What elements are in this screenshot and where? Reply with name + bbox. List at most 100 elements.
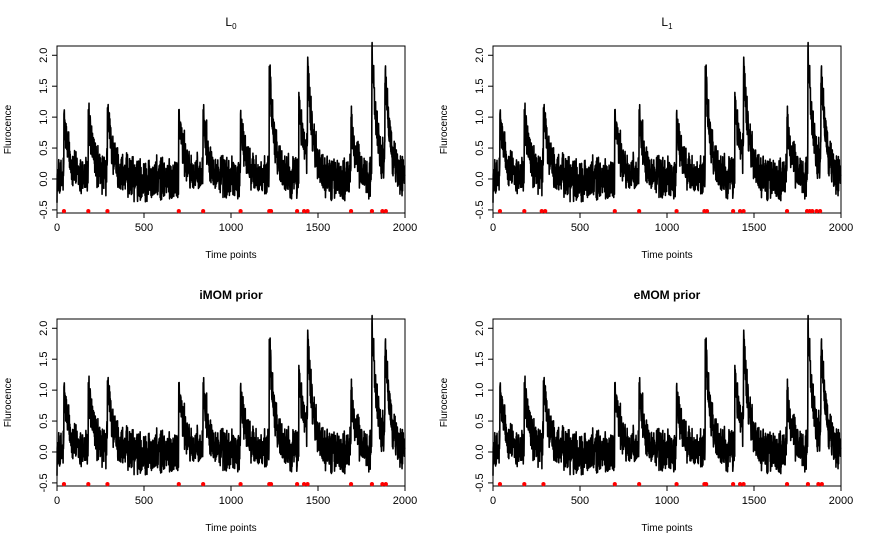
event-point	[741, 209, 746, 214]
chart-title: L0	[225, 15, 237, 31]
series-line-flurocence	[56, 41, 406, 203]
y-tick-label: 1.5	[474, 79, 486, 94]
event-point	[612, 482, 617, 487]
event-point	[674, 209, 679, 214]
event-point	[305, 209, 310, 214]
event-point	[816, 482, 821, 487]
x-axis-label: Time points	[641, 250, 692, 261]
y-tick-label: 1.0	[474, 109, 486, 124]
event-point	[543, 209, 548, 214]
event-point	[268, 209, 274, 214]
event-point	[369, 482, 375, 487]
y-axis-label: Flurocence	[3, 104, 14, 154]
y-tick-label: 0.0	[38, 444, 50, 459]
event-point	[268, 482, 274, 487]
y-tick-label: 0.0	[474, 171, 486, 186]
y-tick-label: 0.0	[474, 444, 486, 459]
x-tick-label: 1500	[742, 495, 766, 507]
y-axis-label: Flurocence	[3, 377, 14, 427]
event-point	[201, 482, 206, 487]
event-point	[61, 209, 67, 214]
y-tick-label: 0.5	[474, 140, 486, 155]
event-point	[380, 209, 385, 214]
event-point	[497, 482, 503, 487]
event-point	[637, 482, 642, 487]
event-point	[176, 482, 181, 487]
x-tick-label: 1500	[306, 495, 330, 507]
event-point	[819, 482, 824, 487]
event-point	[731, 209, 736, 214]
x-axis-label: Time points	[205, 250, 256, 261]
x-tick-label: 1000	[655, 222, 679, 234]
event-point	[105, 209, 110, 214]
x-tick-label: 0	[490, 495, 496, 507]
y-tick-label: -0.5	[38, 473, 50, 492]
event-point	[383, 482, 388, 487]
event-point	[522, 209, 527, 214]
x-tick-label: 0	[54, 495, 60, 507]
event-point	[497, 209, 503, 214]
chart-title: eMOM prior	[634, 288, 701, 302]
series-line-flurocence	[492, 314, 842, 476]
event-point	[380, 482, 385, 487]
event-point	[86, 482, 91, 487]
chart-panel-4: 0 500 1000 1500 2000 -0.5 0.0 0.5 1.0 1.5 2.0 Time …	[439, 288, 853, 534]
event-point	[612, 209, 617, 214]
event-point	[541, 482, 546, 487]
event-point	[301, 209, 307, 214]
y-tick-label: -0.5	[38, 200, 50, 219]
event-point	[295, 482, 300, 487]
x-tick-label: 1000	[219, 495, 243, 507]
y-tick-label: 0.5	[474, 413, 486, 428]
event-point	[348, 209, 354, 214]
y-tick-label: 0.0	[38, 171, 50, 186]
event-point	[704, 209, 710, 214]
event-point	[737, 482, 743, 487]
event-point	[86, 209, 91, 214]
x-tick-label: 500	[571, 222, 589, 234]
y-tick-label: 2.0	[474, 321, 486, 336]
series-line-flurocence	[56, 314, 406, 476]
y-tick-label: 2.0	[38, 321, 50, 336]
y-tick-label: 1.0	[38, 382, 50, 397]
y-axis-label: Flurocence	[439, 377, 450, 427]
y-tick-label: -0.5	[474, 473, 486, 492]
y-tick-label: 2.0	[38, 48, 50, 63]
y-tick-label: 1.5	[38, 79, 50, 94]
event-point	[731, 482, 736, 487]
event-point	[674, 482, 679, 487]
event-point	[238, 482, 243, 487]
event-point	[539, 209, 544, 214]
event-point	[295, 209, 300, 214]
x-tick-label: 1000	[219, 222, 243, 234]
x-tick-label: 500	[135, 495, 153, 507]
series-line-flurocence	[492, 41, 842, 203]
x-tick-label: 2000	[393, 222, 417, 234]
x-tick-label: 0	[54, 222, 60, 234]
x-axis-label: Time points	[641, 523, 692, 534]
chart-panel-2: 0 500 1000 1500 2000 -0.5 0.0 0.5 1.0 1.5 2.0 Time …	[439, 15, 853, 261]
event-point	[105, 482, 110, 487]
event-point	[348, 482, 354, 487]
y-tick-label: 1.5	[38, 352, 50, 367]
y-tick-label: 0.5	[38, 140, 50, 155]
y-tick-label: -0.5	[474, 200, 486, 219]
x-tick-label: 1500	[742, 222, 766, 234]
event-point	[305, 482, 310, 487]
chart-panel-3: 0 500 1000 1500 2000 -0.5 0.0 0.5 1.0 1.5 2.0 Time …	[3, 288, 417, 534]
event-point	[522, 482, 527, 487]
y-tick-label: 0.5	[38, 413, 50, 428]
chart-title: iMOM prior	[199, 288, 263, 302]
x-tick-label: 500	[135, 222, 153, 234]
x-tick-label: 2000	[829, 495, 853, 507]
y-tick-label: 1.0	[474, 382, 486, 397]
event-point	[383, 209, 388, 214]
y-tick-label: 1.0	[38, 109, 50, 124]
event-point	[238, 209, 243, 214]
event-point	[369, 209, 375, 214]
x-tick-label: 0	[490, 222, 496, 234]
x-tick-label: 2000	[829, 222, 853, 234]
event-point	[814, 209, 819, 214]
x-tick-label: 1500	[306, 222, 330, 234]
x-axis-label: Time points	[205, 523, 256, 534]
